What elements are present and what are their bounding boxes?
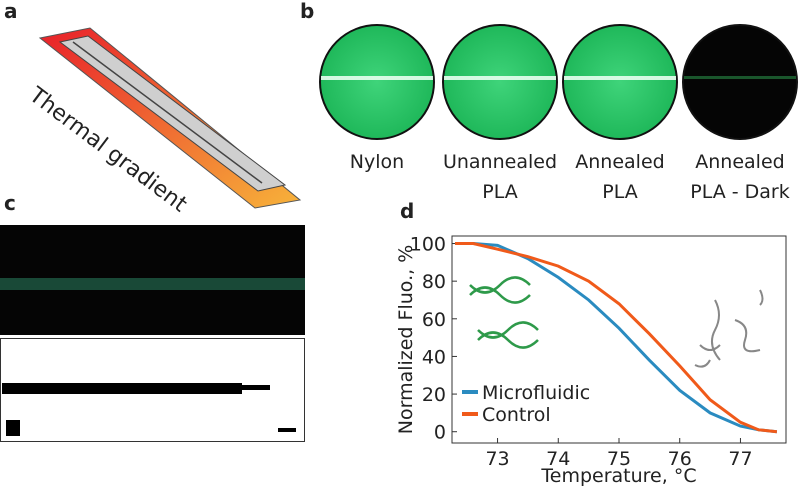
micrograph [682, 24, 798, 140]
legend-label: Microfluidic [482, 382, 590, 404]
y-tick-label: 20 [422, 384, 446, 406]
dna-icon [469, 276, 539, 349]
y-tick-label: 80 [422, 271, 446, 293]
sample-label: Unannealed [443, 151, 557, 173]
x-tick-label: 75 [607, 448, 631, 470]
x-tick-label: 77 [728, 448, 752, 470]
micrograph [562, 24, 678, 140]
legend-label: Control [482, 404, 551, 426]
channel-binary [2, 383, 242, 394]
panel-label: b [300, 0, 314, 23]
chip [58, 35, 287, 192]
x-tick-label: 74 [546, 448, 570, 470]
debris [6, 420, 20, 436]
micrograph [319, 24, 435, 140]
channel-line [684, 76, 796, 79]
channel-signal [0, 278, 305, 290]
panel-label: a [4, 0, 18, 23]
channel-line [321, 76, 433, 80]
sample-label: Annealed [575, 151, 664, 173]
channel-line [564, 76, 676, 80]
y-tick-label: 0 [434, 422, 446, 444]
micrograph [442, 24, 558, 140]
y-tick-label: 60 [422, 309, 446, 331]
panel-label: d [400, 199, 414, 223]
y-axis-label: Normalized Fluo., % [395, 245, 417, 435]
y-tick-label: 100 [410, 234, 446, 256]
sample-label: Nylon [350, 151, 404, 173]
channel-binary [240, 385, 270, 390]
x-tick-label: 76 [668, 448, 692, 470]
channel-line [444, 76, 556, 80]
x-axis-label: Temperature, °C [540, 465, 696, 487]
channel [72, 41, 263, 184]
sample-label: Annealed [695, 151, 784, 173]
series-line [455, 242, 778, 434]
series-line [455, 242, 778, 434]
scale-bar [278, 428, 296, 432]
panel-label: c [4, 191, 16, 215]
ssdna-icon [694, 289, 764, 368]
y-tick-label: 40 [422, 346, 446, 368]
sample-label: PLA - Dark [690, 181, 790, 203]
sample-label: PLA [482, 181, 517, 203]
sample-label: PLA [602, 181, 637, 203]
x-tick-label: 73 [485, 448, 509, 470]
